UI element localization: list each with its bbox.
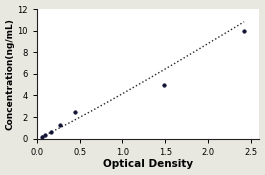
Y-axis label: Concentration(ng/mL): Concentration(ng/mL) — [6, 18, 15, 130]
X-axis label: Optical Density: Optical Density — [103, 159, 193, 169]
